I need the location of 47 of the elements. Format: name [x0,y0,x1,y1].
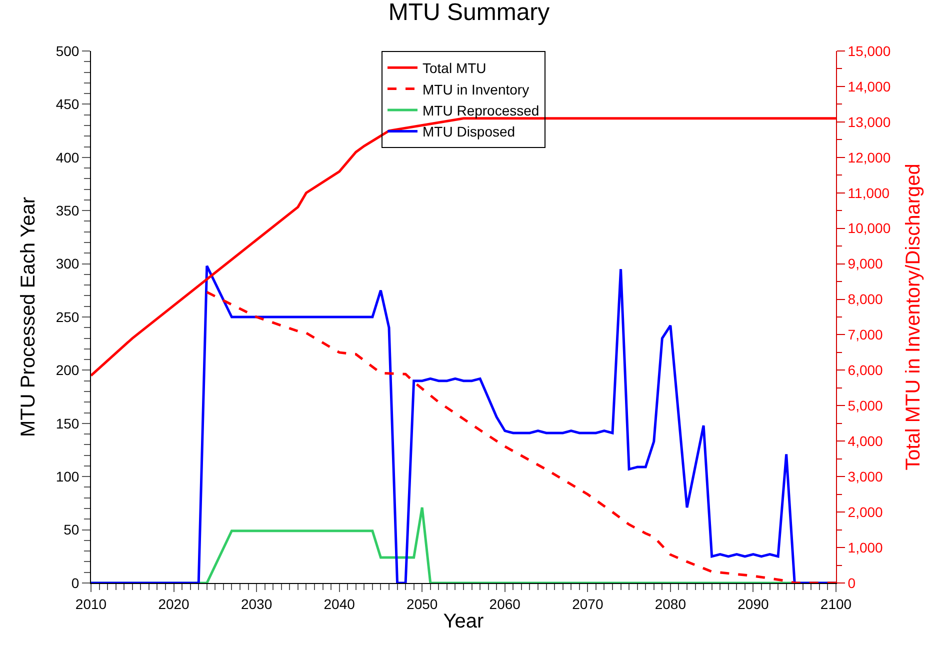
x-tick-label: 2040 [324,596,356,612]
legend-label: Total MTU [422,60,486,76]
y-axis-title: MTU Processed Each Year [17,196,40,438]
x-tick-label: 2090 [738,596,769,612]
y2-tick-label: 12,000 [848,149,891,166]
y2-tick-label: 0 [848,574,856,591]
y2-tick-label: 1,000 [848,539,884,556]
y2-tick-label: 6,000 [848,362,884,378]
y-tick-label: 500 [56,42,80,59]
y-tick-label: 450 [56,96,80,112]
x-tick-label: 2080 [654,596,686,612]
x-axis-title: Year [443,610,484,632]
y2-tick-label: 8,000 [848,291,884,308]
x-tick-label: 2050 [406,596,438,612]
x-tick-label: 2020 [158,596,190,612]
x-tick-label: 2060 [489,596,521,612]
y2-tick-label: 4,000 [848,433,884,450]
y2-tick-label: 9,000 [848,256,884,272]
chart-title: MTU Summary [388,0,550,26]
line-series [91,117,836,377]
y-tick-label: 150 [56,415,80,432]
y2-tick-label: 14,000 [848,78,891,94]
y-tick-label: 200 [56,362,80,378]
x-tick-label: 2070 [572,596,604,612]
y2-tick-label: 10,000 [848,220,891,236]
line-series [206,290,836,583]
y-tick-label: 0 [71,574,80,591]
x-tick-label: 2100 [820,596,852,612]
y-tick-label: 250 [56,308,80,325]
y-tick-label: 50 [64,522,80,538]
y-tick-label: 300 [56,256,80,272]
y2-axis-title: Total MTU in Inventory/Discharged [902,164,924,470]
y2-tick-label: 15,000 [848,42,891,59]
legend-label: MTU in Inventory [422,81,530,98]
legend-label: MTU Disposed [422,124,516,140]
legend-label: MTU Reprocessed [422,102,540,118]
y2-tick-label: 11,000 [848,184,890,201]
y2-tick-label: 7,000 [848,326,884,343]
y-tick-label: 400 [56,149,80,166]
y2-tick-label: 5,000 [848,398,884,414]
y2-tick-label: 2,000 [848,504,884,520]
y2-tick-label: 13,000 [848,114,891,130]
x-tick-label: 2010 [75,596,107,612]
y-tick-label: 350 [56,202,80,218]
y2-tick-label: 3,000 [848,468,884,484]
y-tick-label: 100 [56,468,80,484]
x-tick-label: 2030 [240,596,272,612]
